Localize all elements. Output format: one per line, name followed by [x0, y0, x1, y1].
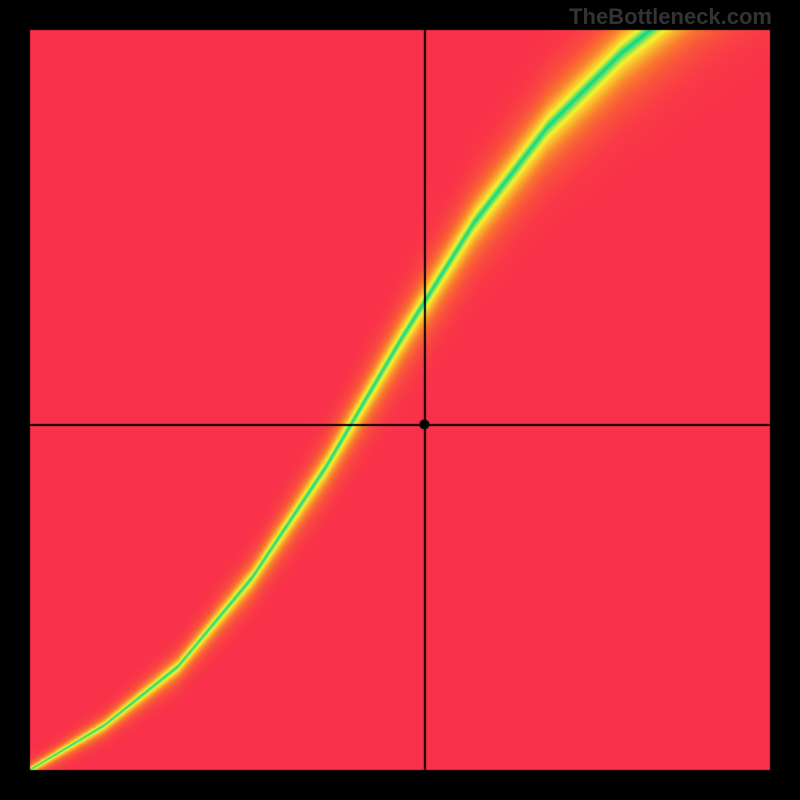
chart-container: TheBottleneck.com: [0, 0, 800, 800]
heatmap-canvas: [0, 0, 800, 800]
watermark-text: TheBottleneck.com: [569, 4, 772, 30]
